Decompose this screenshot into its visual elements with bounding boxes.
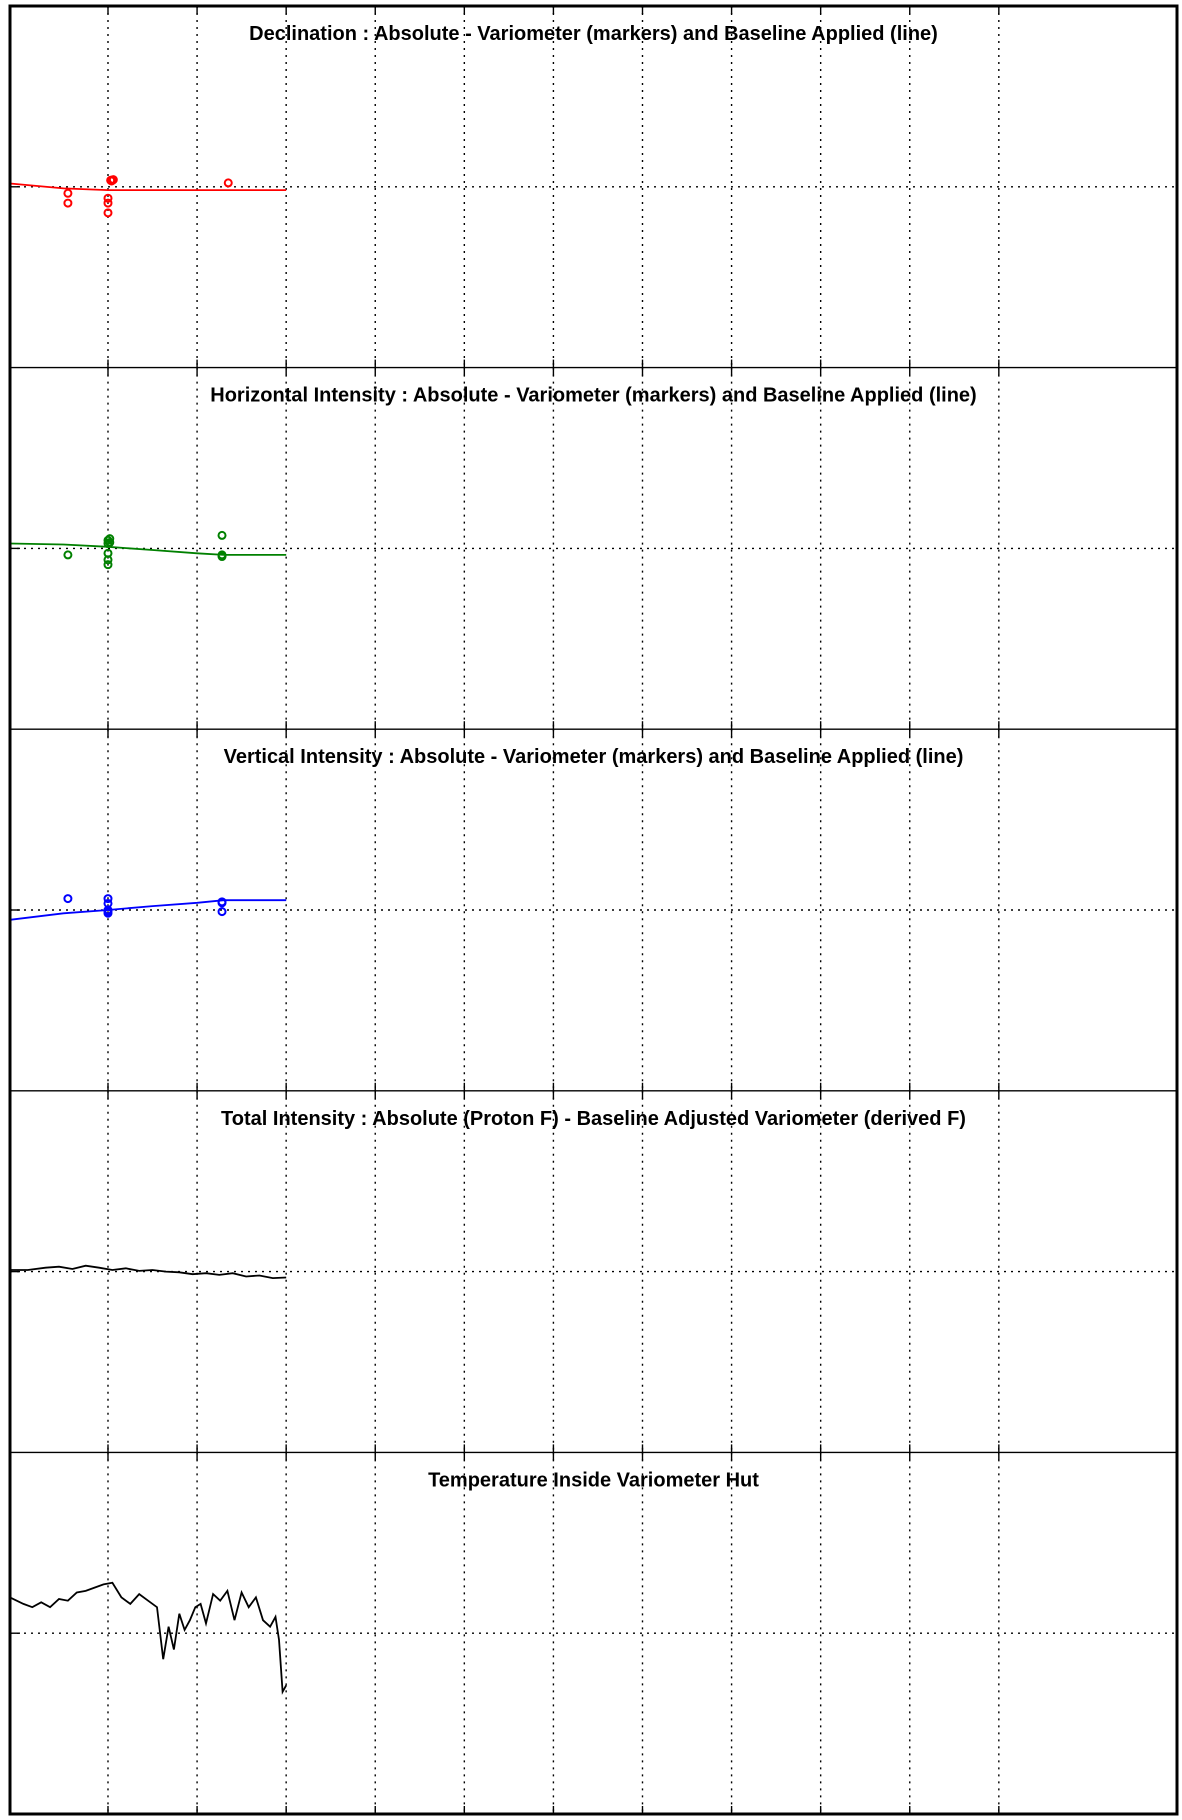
- panel-3: Vertical Intensity : Absolute - Variomet…: [9, 729, 1177, 1091]
- panel-2: Horizontal Intensity : Absolute - Variom…: [9, 367, 1177, 730]
- data-point: [217, 530, 227, 540]
- data-point: [103, 908, 113, 918]
- data-point: [103, 894, 113, 904]
- data-point: [103, 208, 113, 218]
- data-point: [103, 560, 113, 570]
- data-point: [63, 550, 73, 560]
- data-point: [217, 898, 227, 908]
- data-point: [63, 188, 73, 198]
- panel-5: Temperature Inside Variometer Hut: [9, 1452, 1177, 1814]
- series-line: [9, 1581, 287, 1695]
- baseline-line: [9, 542, 287, 556]
- panel-title: Horizontal Intensity : Absolute - Variom…: [210, 385, 976, 407]
- data-point: [63, 894, 73, 904]
- baseline-line: [9, 182, 287, 192]
- data-point: [103, 193, 113, 203]
- data-point: [105, 538, 115, 548]
- data-point: [63, 198, 73, 208]
- panel-4: Total Intensity : Absolute (Proton F) - …: [10, 1090, 1177, 1453]
- data-point: [107, 175, 117, 185]
- panel-title: Total Intensity : Absolute (Proton F) - …: [221, 1108, 966, 1130]
- data-point: [103, 555, 113, 565]
- baseline-line: [9, 899, 287, 921]
- panel-title: Temperature Inside Variometer Hut: [428, 1469, 759, 1491]
- panel-1: Declination : Absolute - Variometer (mar…: [9, 6, 1177, 368]
- data-point: [105, 534, 115, 544]
- data-point: [217, 907, 227, 917]
- data-point: [223, 178, 233, 188]
- data-point: [217, 550, 227, 560]
- panel-title: Vertical Intensity : Absolute - Variomet…: [224, 746, 964, 768]
- series-line: [10, 1264, 287, 1280]
- plot-frame: [8, 4, 1179, 1816]
- panel-title: Declination : Absolute - Variometer (mar…: [249, 23, 938, 45]
- data-point: [103, 198, 113, 208]
